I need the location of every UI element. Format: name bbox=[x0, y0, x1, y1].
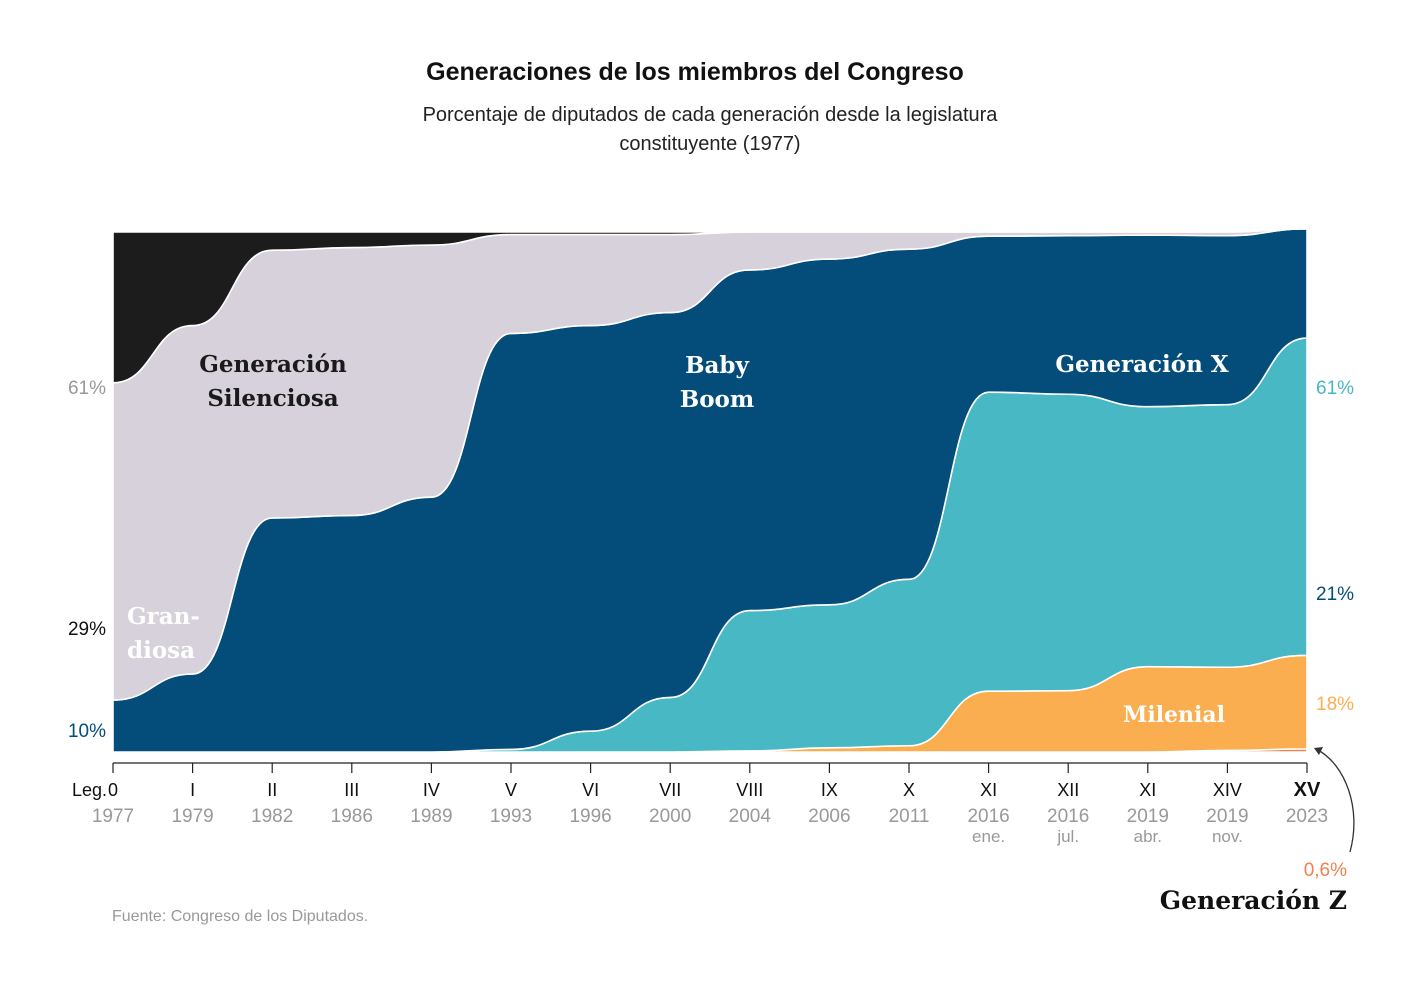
area-grandiosa bbox=[112, 228, 1308, 384]
x-tick-year: 2019 bbox=[1127, 806, 1169, 827]
x-tick-month: abr. bbox=[1134, 827, 1162, 846]
series-label-milenial: Milenial bbox=[1123, 702, 1225, 728]
x-tick-year: 2000 bbox=[649, 806, 691, 827]
x-tick-year: 1986 bbox=[331, 806, 373, 827]
x-tick-year: 1977 bbox=[92, 806, 134, 827]
callout-arrow bbox=[1317, 749, 1355, 853]
source-note: Fuente: Congreso de los Diputados. bbox=[112, 908, 369, 925]
x-tick-legislature: XII bbox=[1057, 780, 1079, 800]
series-label-generacion-z: Generación Z bbox=[1160, 886, 1347, 915]
series-layer bbox=[112, 228, 1308, 753]
end-label-generacion-z: 0,6% bbox=[1304, 860, 1347, 881]
x-tick-legislature: XI bbox=[980, 780, 997, 800]
series-label-baby-boom: Boom bbox=[680, 386, 754, 413]
x-tick-month: ene. bbox=[972, 827, 1005, 846]
x-tick-year: 1989 bbox=[410, 806, 452, 827]
x-axis: Leg. 0 1977 I 1979 II 1982 III 1986 IV 1989 V 1993 VI… bbox=[72, 762, 1328, 846]
x-tick-legislature: X bbox=[903, 780, 915, 800]
x-tick-year: 1982 bbox=[251, 806, 293, 827]
x-tick-year: 2019 bbox=[1206, 806, 1248, 827]
x-tick-legislature: VII bbox=[659, 780, 681, 800]
series-label-generacion-silenciosa: Silenciosa bbox=[207, 385, 338, 412]
callout-arrowhead bbox=[1314, 747, 1323, 755]
x-tick-year: 1996 bbox=[569, 806, 611, 827]
x-tick-legislature: I bbox=[190, 780, 195, 800]
x-tick-year: 2004 bbox=[729, 806, 772, 827]
x-tick-month: jul. bbox=[1056, 827, 1079, 846]
x-tick-legislature: VIII bbox=[736, 780, 763, 800]
x-tick-year: 1993 bbox=[490, 806, 532, 827]
x-tick-legislature: V bbox=[505, 780, 517, 800]
start-label-generacion-silenciosa: 61% bbox=[68, 378, 106, 399]
x-tick-legislature: XI bbox=[1139, 780, 1156, 800]
series-label-grandiosa: Gran- bbox=[127, 603, 200, 630]
x-tick-legislature: II bbox=[267, 780, 277, 800]
x-tick-legislature: VI bbox=[582, 780, 599, 800]
x-tick-legislature: IV bbox=[423, 780, 440, 800]
end-label-baby-boom: 21% bbox=[1316, 584, 1354, 605]
x-tick-month: nov. bbox=[1212, 827, 1243, 846]
x-tick-year: 1979 bbox=[171, 806, 213, 827]
x-tick-year: 2006 bbox=[808, 806, 850, 827]
x-tick-year: 2016 bbox=[967, 806, 1009, 827]
x-tick-legislature: 0 bbox=[108, 780, 118, 800]
end-label-generacion-x: 61% bbox=[1316, 378, 1354, 399]
x-tick-year: 2016 bbox=[1047, 806, 1089, 827]
chart-title: Generaciones de los miembros del Congres… bbox=[426, 58, 964, 86]
series-label-generacion-x: Generación X bbox=[1055, 351, 1228, 378]
x-axis-prefix: Leg. bbox=[72, 780, 107, 800]
x-tick-year: 2011 bbox=[889, 806, 930, 827]
series-label-generacion-silenciosa: Generación bbox=[199, 351, 347, 378]
x-tick-legislature: XIV bbox=[1213, 780, 1242, 800]
x-tick-legislature: III bbox=[344, 780, 359, 800]
x-tick-legislature: IX bbox=[821, 780, 838, 800]
chart-subtitle: Porcentaje de diputados de cada generaci… bbox=[422, 104, 998, 155]
start-label-grandiosa: 29% bbox=[68, 619, 106, 640]
end-label-milenial: 18% bbox=[1316, 694, 1354, 715]
x-tick-year: 2023 bbox=[1286, 806, 1328, 827]
series-label-grandiosa: diosa bbox=[127, 637, 195, 664]
start-label-baby-boom: 10% bbox=[68, 721, 106, 742]
series-label-baby-boom: Baby bbox=[685, 352, 749, 379]
x-tick-legislature: XV bbox=[1294, 779, 1321, 801]
